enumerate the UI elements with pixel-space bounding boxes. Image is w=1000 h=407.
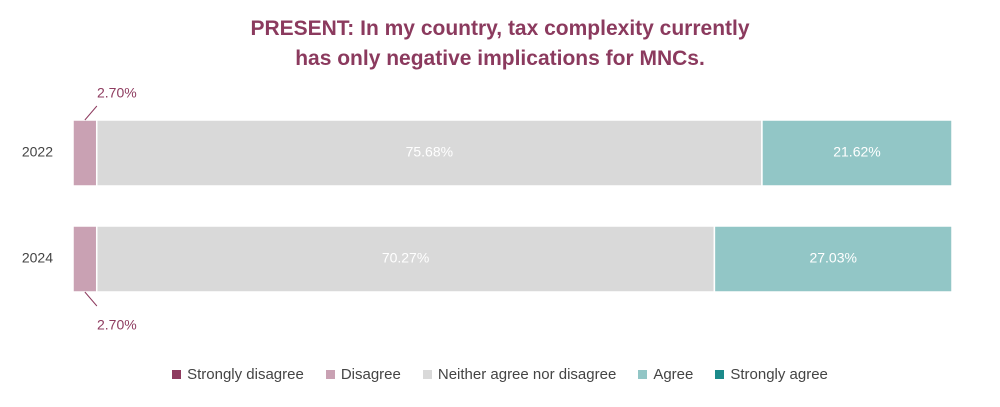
legend-label: Strongly disagree bbox=[187, 366, 304, 383]
data-label: 27.03% bbox=[809, 250, 856, 266]
legend-item: Neither agree nor disagree bbox=[422, 366, 617, 383]
legend-item: Strongly disagree bbox=[172, 366, 304, 383]
leader-line bbox=[84, 291, 98, 307]
legend-label: Disagree bbox=[340, 366, 401, 383]
legend-swatch bbox=[715, 370, 725, 379]
legend-item: Strongly agree bbox=[715, 366, 828, 383]
data-label: 2.70% bbox=[97, 85, 137, 101]
legend-item: Disagree bbox=[325, 366, 401, 383]
data-label: 70.27% bbox=[382, 250, 429, 266]
bar-segment bbox=[713, 225, 953, 293]
data-label: 2.70% bbox=[97, 317, 137, 333]
legend-swatch bbox=[325, 370, 335, 379]
leader-line bbox=[84, 105, 98, 121]
legend-label: Neither agree nor disagree bbox=[437, 366, 617, 383]
legend-item: Agree bbox=[638, 366, 693, 383]
legend-label: Strongly agree bbox=[730, 366, 828, 383]
legend-swatch bbox=[422, 370, 432, 379]
data-label: 75.68% bbox=[406, 144, 453, 160]
legend: Strongly disagree Disagree Neither agree n… bbox=[0, 366, 1000, 383]
y-tick-label: 2022 bbox=[22, 144, 53, 160]
bar-segment bbox=[72, 225, 98, 293]
chart-title: PRESENT: In my country, tax complexity c… bbox=[250, 17, 750, 70]
bar-segment bbox=[95, 119, 763, 187]
bar-segment bbox=[761, 119, 953, 187]
bar-segment bbox=[95, 225, 716, 293]
legend-label: Agree bbox=[653, 366, 694, 383]
bar-segment bbox=[72, 119, 98, 187]
legend-swatch bbox=[638, 370, 648, 379]
y-tick-label: 2024 bbox=[22, 250, 53, 266]
legend-swatch bbox=[172, 370, 182, 379]
data-label: 21.62% bbox=[833, 144, 880, 160]
